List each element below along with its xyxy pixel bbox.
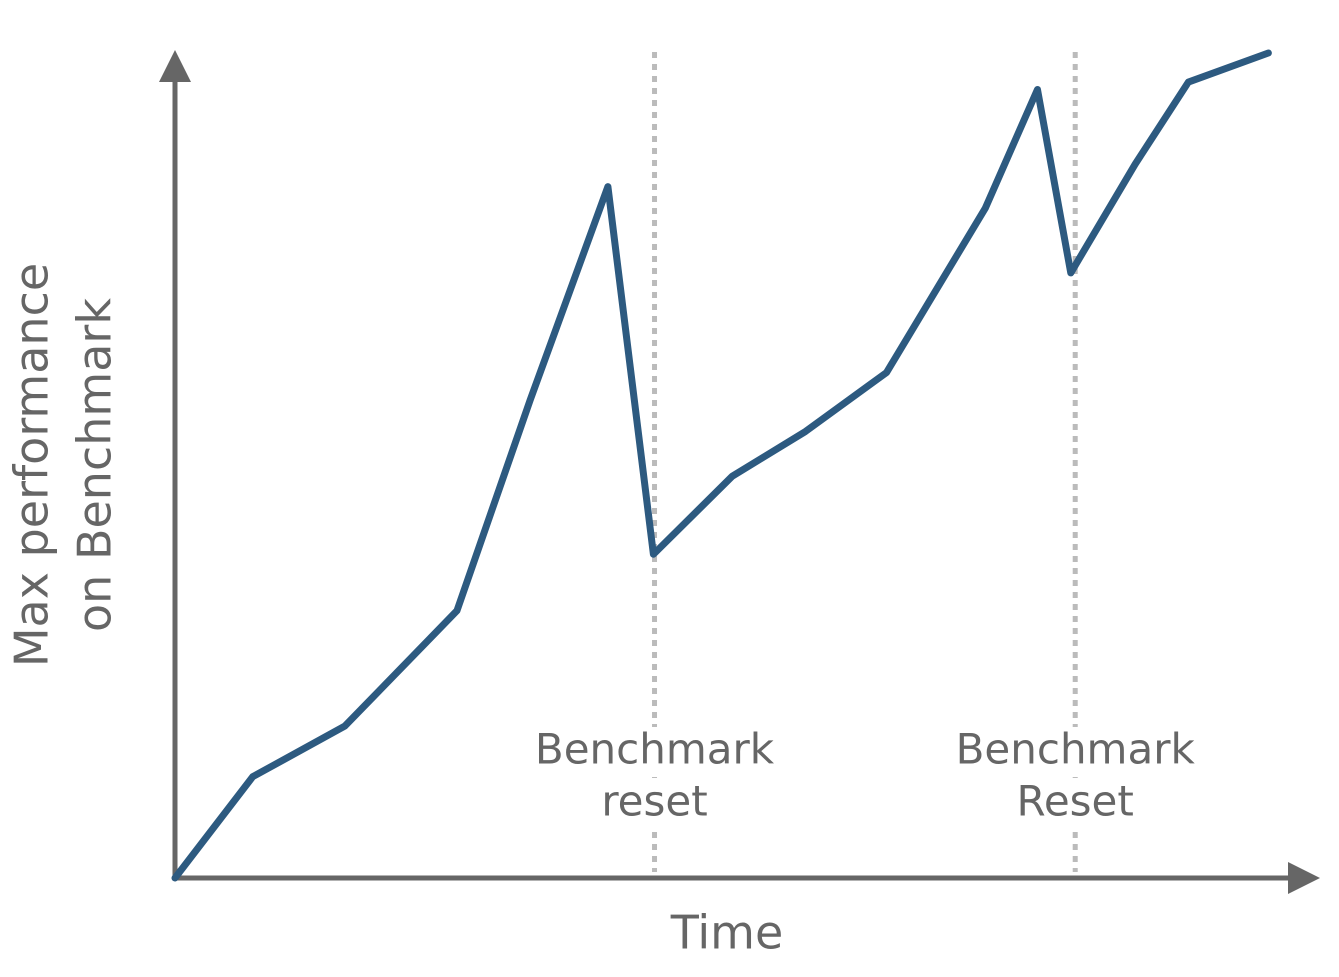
- annotation-text: Benchmark: [956, 725, 1196, 774]
- y-axis-arrow: [159, 50, 191, 82]
- performance-line: [171, 49, 1272, 882]
- annotation-bg: [529, 727, 780, 777]
- annotation-text: reset: [601, 777, 707, 826]
- y-axis-label: Max performance on Benchmark: [5, 263, 122, 667]
- annotation-bg: [529, 779, 780, 829]
- y-axis-label-line: on Benchmark: [68, 298, 122, 632]
- annotation-text: Benchmark: [535, 725, 775, 774]
- y-axis-label-line: Max performance: [5, 263, 59, 667]
- annotation-bg: [950, 727, 1201, 777]
- x-axis-arrow: [1288, 862, 1320, 894]
- x-axis-label: Time: [670, 906, 784, 960]
- annotation-text: Reset: [1017, 777, 1134, 826]
- annotation-bg: [950, 779, 1201, 829]
